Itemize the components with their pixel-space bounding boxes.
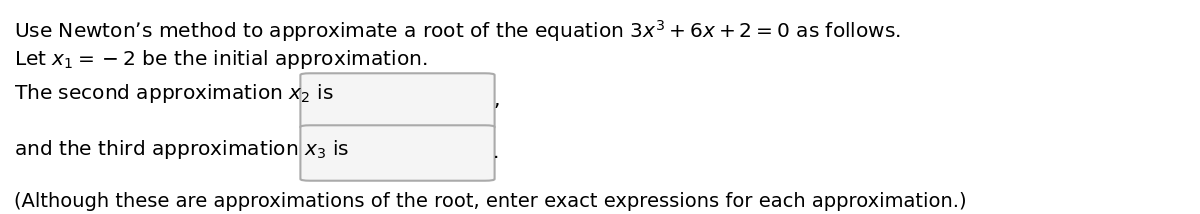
Text: Let $x_1 = -2$ be the initial approximation.: Let $x_1 = -2$ be the initial approximat… xyxy=(14,48,427,71)
FancyBboxPatch shape xyxy=(300,73,494,129)
FancyBboxPatch shape xyxy=(300,125,494,181)
Text: The second approximation $x_2$ is: The second approximation $x_2$ is xyxy=(14,82,334,105)
Text: .: . xyxy=(493,144,499,162)
Text: Use Newton’s method to approximate a root of the equation $3x^3 + 6x + 2 = 0$ as: Use Newton’s method to approximate a roo… xyxy=(14,18,901,44)
Text: and the third approximation $x_3$ is: and the third approximation $x_3$ is xyxy=(14,138,349,161)
Text: (Although these are approximations of the root, enter exact expressions for each: (Although these are approximations of th… xyxy=(14,192,967,211)
Text: ,: , xyxy=(493,92,499,110)
